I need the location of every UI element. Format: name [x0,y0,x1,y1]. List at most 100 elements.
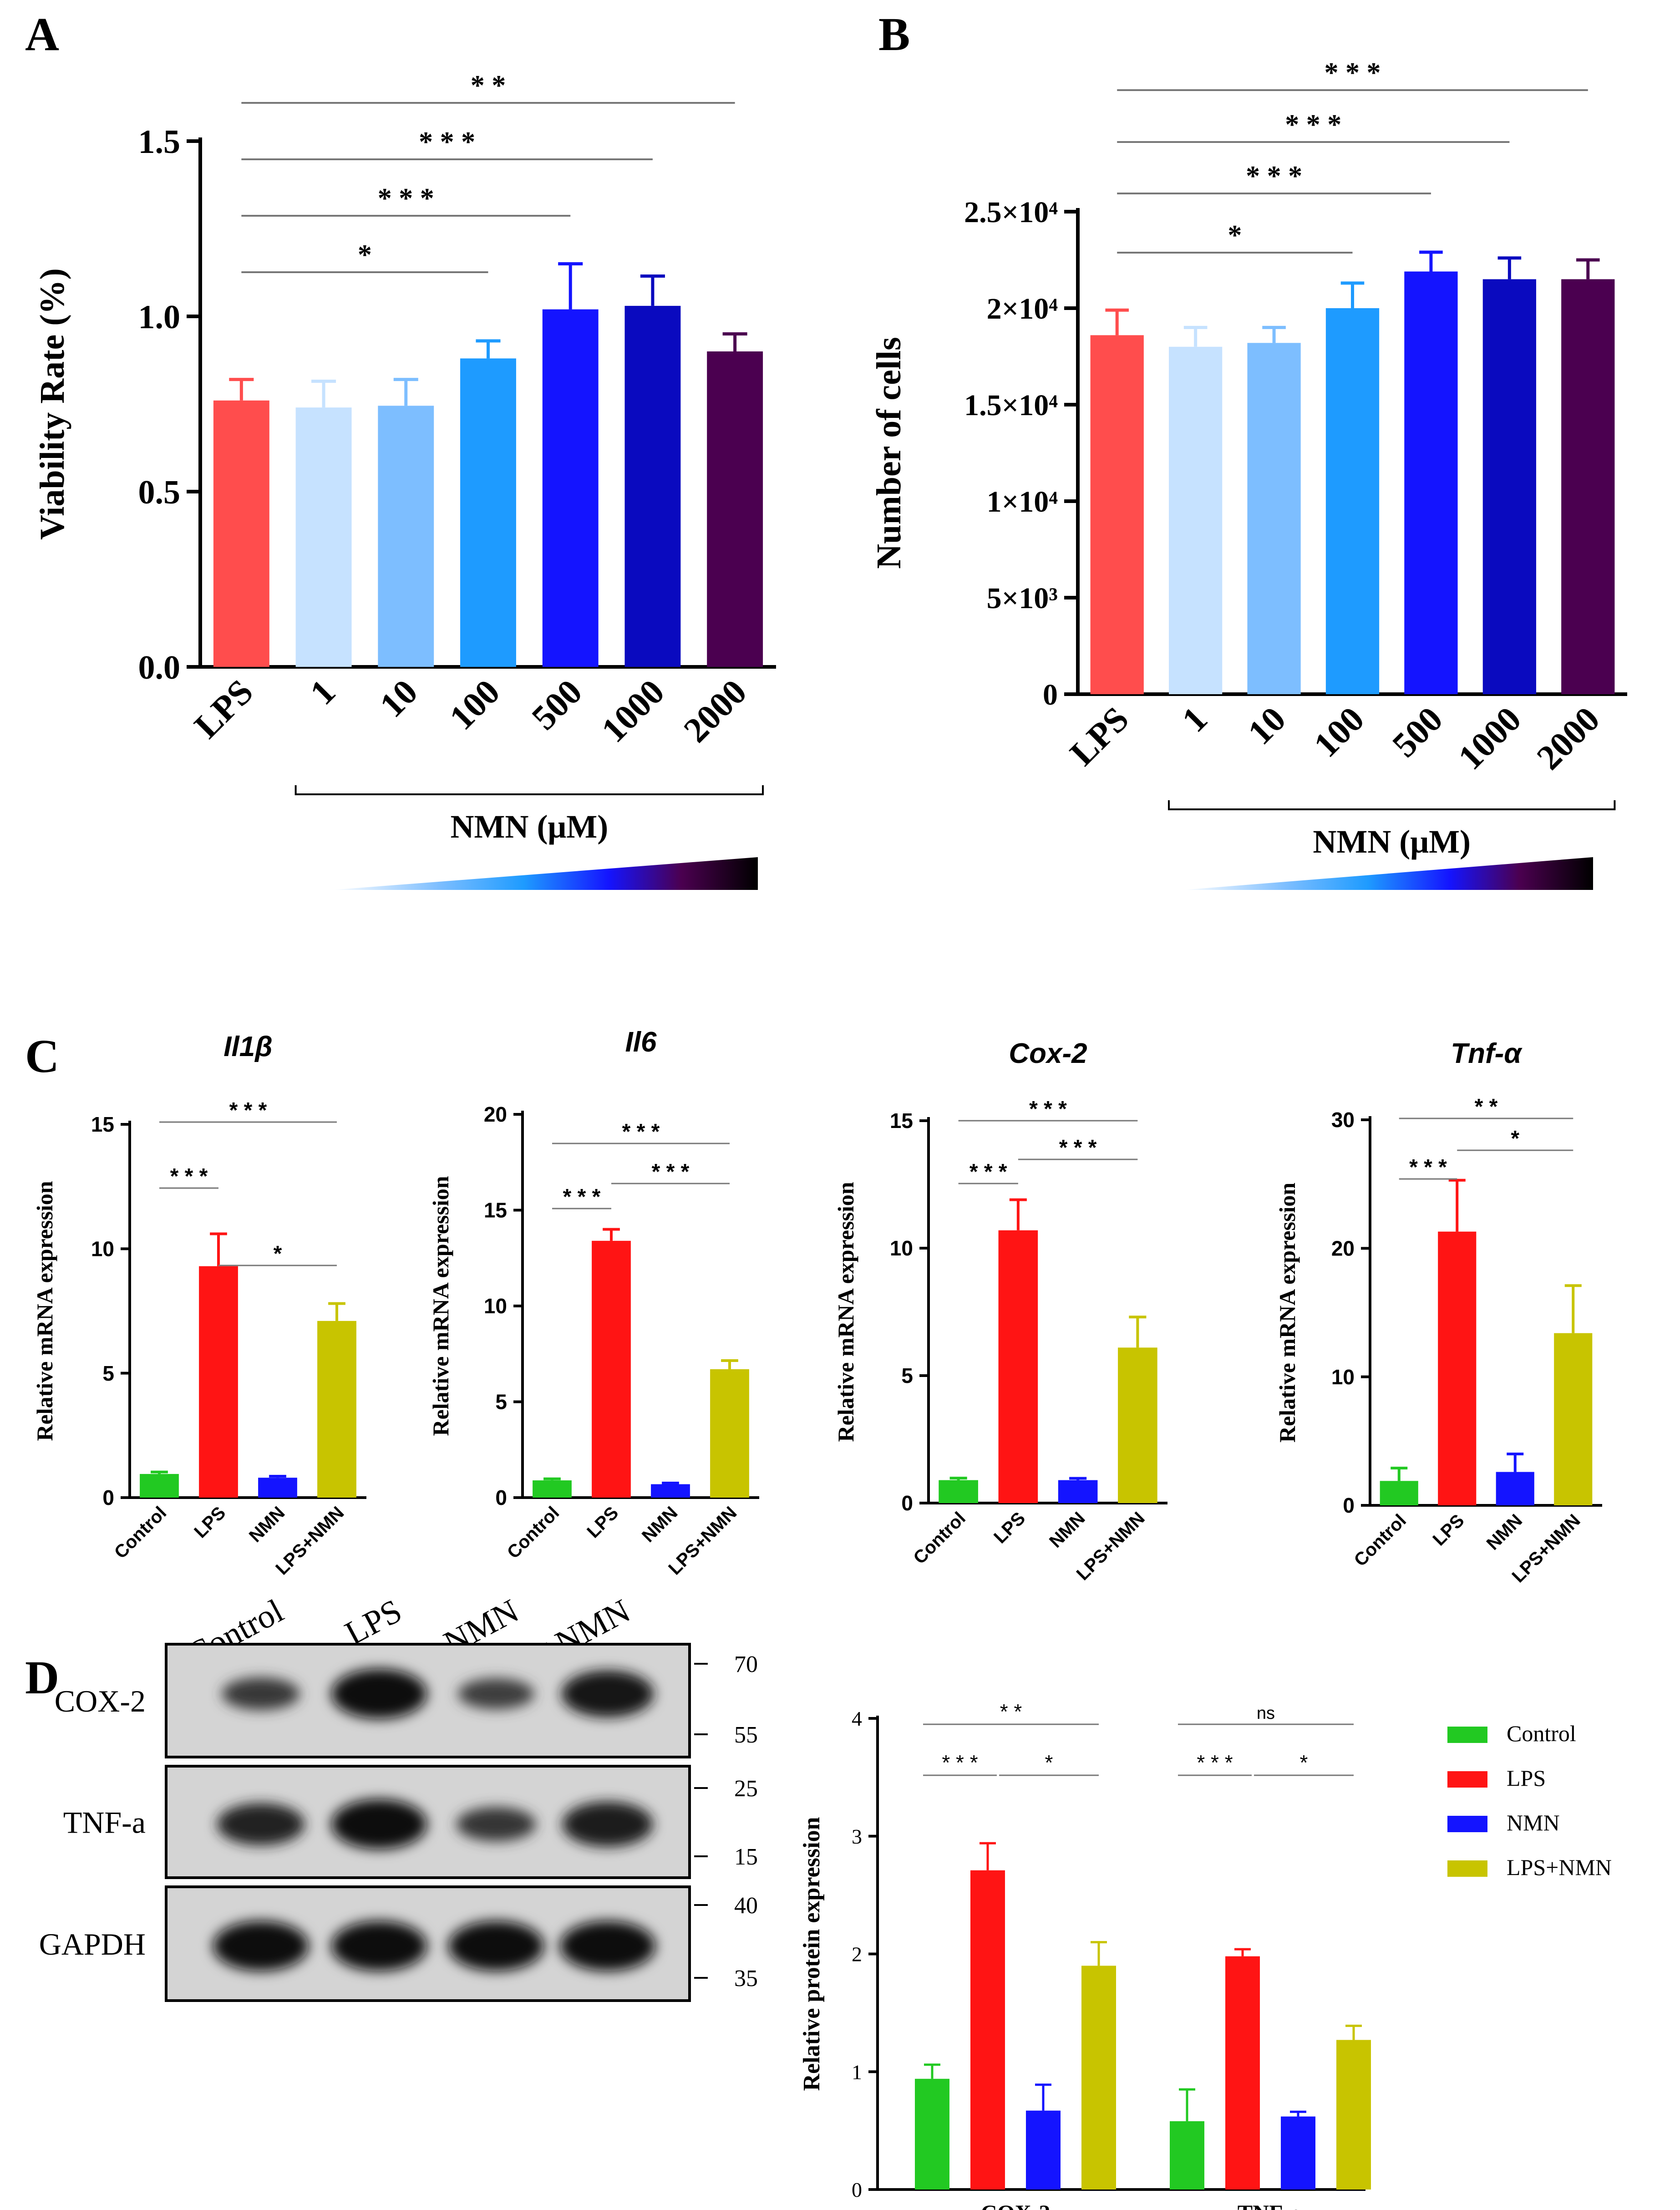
bar-100 [1325,308,1380,694]
y-tick-label: 5 [495,1390,507,1414]
chart-c-il1b: 0 5 10 15 Relative mRNA expression Il1β Contro… [32,1031,366,1579]
bar-LPS+NMN [710,1369,749,1498]
x-tick-label: LPS [1429,1510,1468,1550]
marker-label: 40 [734,1893,758,1919]
y-tick-label: 1.5 [138,123,181,161]
panel-label-c: C [25,1030,59,1082]
y-tick-label: 20 [1331,1236,1355,1260]
bar-1 [295,407,352,667]
band-COX-2-LPS+NMN [561,1670,654,1717]
marker-label: 70 [734,1651,758,1677]
legend-label: LPS+NMN [1507,1854,1612,1880]
y-axis-label: Relative mRNA expression [32,1181,57,1441]
marker-label: 25 [734,1776,758,1802]
band-TNF-a-NMN [456,1807,536,1841]
bar-LPS+NMN [1554,1333,1593,1505]
y-axis-label: Relative mRNA expression [428,1176,453,1436]
significance-label: * [1300,1751,1308,1774]
y-tick-label: 1×10⁴ [987,485,1058,518]
bar-Control [1380,1481,1418,1505]
bar-NMN [1496,1472,1534,1505]
x-tick-label: 1000 [594,672,672,750]
x-tick-label: NMN [1483,1510,1527,1554]
panel-label-a: A [25,8,59,61]
significance-label: * [274,1242,282,1266]
band-GAPDH-Control [213,1921,309,1971]
chart-c-tnfa: 0 10 20 30 Relative mRNA expression Tnf-α Cont… [1274,1038,1602,1586]
band-GAPDH-LPS+NMN [560,1921,655,1971]
significance-label: * [1511,1127,1519,1151]
y-tick-label: 10 [484,1294,507,1318]
band-COX-2-Control [222,1677,300,1710]
significance-label: * * * [942,1751,978,1774]
protein-label-TNF-a: TNF-a [63,1805,146,1840]
significance-label: * * [1475,1095,1498,1119]
band-COX-2-NMN [458,1678,534,1709]
x-tick-label: 500 [1385,699,1450,765]
bar-LPS+NMN [317,1321,356,1498]
bar-LPS-COX-2 [970,1870,1005,2190]
x-tick-label: 2000 [676,672,754,750]
bar-LPS [1090,335,1144,694]
significance-label: * * * [969,1160,1007,1184]
band-TNF-a-Control [217,1803,305,1845]
y-tick-label: 10 [1331,1365,1355,1389]
chart-title: Il6 [625,1026,657,1058]
western-blot: ControlLPSNMNLPS+NMNCOX-27055TNF-a2515GA… [39,1592,758,2002]
y-tick-label: 2 [852,1943,862,1966]
bar-1 [1169,346,1223,694]
x-tick-label: 2000 [1529,699,1607,777]
significance-label: * * * [419,127,475,157]
legend-label: NMN [1507,1810,1560,1835]
bar-Control-COX-2 [915,2078,949,2190]
bar-NMN-TNF-α [1281,2116,1315,2190]
bar-NMN [1058,1480,1098,1503]
x-tick-label: 1 [302,672,343,712]
y-tick-label: 10 [91,1237,114,1260]
chart-c-il6: 0 5 10 15 20 Relative mRNA expression Il6 Contr… [428,1026,759,1579]
x-tick-label: NMN [638,1503,682,1546]
significance-label: * [1228,220,1242,251]
band-TNF-a-LPS [331,1799,427,1849]
y-tick-label: 15 [91,1113,114,1136]
x-tick-label: LPS [190,1503,229,1542]
y-axis-label: Number of cells [870,337,908,569]
significance-label: * * * [1409,1155,1447,1179]
bar-1000 [1482,279,1536,694]
y-tick-label: 0.0 [138,649,181,686]
significance-label: * [358,239,372,270]
chart-c-cox2: 0 5 10 15 Relative mRNA expression Cox-2 Contr… [833,1038,1167,1584]
legend-swatch-Control [1447,1727,1487,1743]
band-COX-2-LPS [331,1669,427,1719]
y-tick-label: 30 [1331,1108,1355,1132]
marker-label: 35 [734,1966,758,1992]
panel-label-b: B [878,8,910,61]
y-tick-label: 0.5 [138,474,181,511]
x-tick-label: 10 [372,672,425,725]
x-tick-label: LPS [187,672,261,746]
band-TNF-a-LPS+NMN [562,1801,653,1847]
x-tick-label: LPS [583,1503,622,1542]
significance-label: * * * [229,1098,267,1123]
chart-title: Cox-2 [1009,1038,1087,1069]
y-tick-label: 5×10³ [987,582,1058,615]
significance-label: * * * [652,1160,690,1184]
significance-label: * * * [1197,1751,1233,1774]
concentration-gradient [1183,857,1593,890]
bar-Control-TNF-α [1170,2121,1204,2190]
bar-LPS-TNF-α [1225,1956,1260,2190]
chart-b-cell-count: 0 5×10³ 1×10⁴ 1.5×10⁴ 2×10⁴ 2.5×10⁴ Number of … [870,57,1627,890]
protein-label-GAPDH: GAPDH [39,1927,146,1961]
significance-label: * * * [1029,1097,1067,1121]
group-label: NMN (μM) [1313,823,1471,860]
x-tick-label: LPS [990,1508,1029,1547]
bar-NMN [258,1478,297,1498]
significance-label: * * [1000,1700,1022,1723]
y-tick-label: 0 [495,1486,507,1509]
y-tick-label: 0 [852,2178,862,2201]
x-tick-label: 500 [524,672,589,737]
protein-label-COX-2: COX-2 [55,1684,146,1718]
bar-LPS+NMN [1118,1347,1157,1503]
y-tick-label: 5 [102,1362,114,1385]
